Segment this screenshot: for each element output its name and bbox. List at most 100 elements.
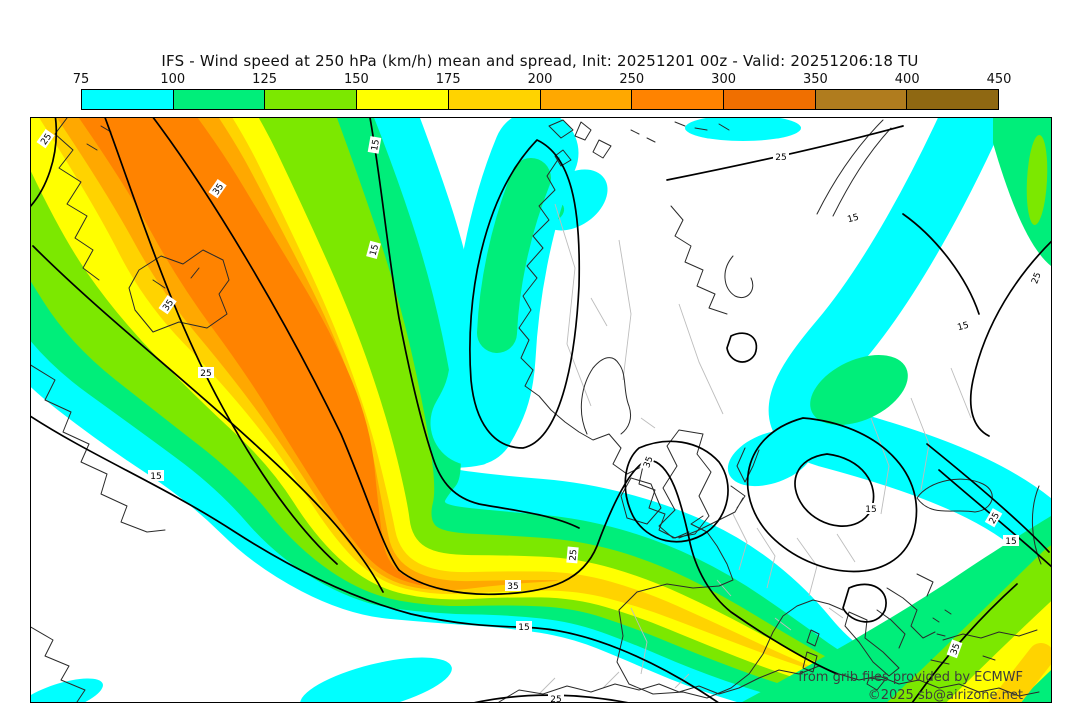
spread-contour-loop	[726, 332, 758, 363]
jet-band-250-300	[78, 118, 424, 586]
contour-label-box	[516, 621, 532, 632]
contour-label-value: 15	[1005, 537, 1016, 547]
page-title: IFS - Wind speed at 250 hPa (km/h) mean …	[161, 52, 919, 70]
green-core-norway	[477, 158, 551, 353]
colorbar-segment	[265, 90, 358, 109]
contour-label-box	[843, 210, 863, 225]
spread-contour-label: 25	[198, 367, 214, 379]
colorbar-segment	[448, 90, 541, 109]
france-iberia-coast	[616, 515, 844, 699]
colorbar-tick: 75	[72, 72, 90, 87]
jet-band-se-175-200	[988, 643, 1051, 702]
colorbar-segment	[815, 90, 908, 109]
spread-contour-label: 35	[946, 639, 963, 659]
spread-contour-loop	[794, 453, 875, 527]
spread-contour-25	[31, 118, 58, 207]
spread-contour-15-loop	[469, 139, 581, 449]
contour-label-value: 35	[642, 455, 655, 469]
spread-contour-15	[902, 213, 980, 315]
spread-contour-label: 25	[984, 508, 1003, 528]
contour-label-box	[36, 129, 55, 149]
contour-label-value: 15	[846, 213, 860, 226]
colorbar-tick: 100	[160, 72, 186, 87]
spread-contour-15	[369, 118, 580, 529]
contour-label-value: 25	[988, 511, 1002, 526]
spread-contour-loop-uk	[624, 440, 729, 543]
contour-label-value: 25	[775, 153, 786, 163]
colorbar-bar	[81, 89, 999, 110]
contour-label-box	[1003, 535, 1019, 546]
contour-label-box	[148, 470, 164, 481]
contour-label-box	[946, 639, 963, 659]
balkans-greece-coast	[876, 573, 996, 665]
spread-contour-label: 35	[505, 580, 521, 592]
colorbar-tick: 200	[527, 72, 553, 87]
spread-contour-label: 25	[548, 693, 564, 702]
spread-contour-label: 15	[516, 621, 532, 633]
cyan-patch-arctic	[685, 118, 801, 141]
colorbar-segment	[907, 90, 999, 109]
colorbar-tick: 350	[802, 72, 828, 87]
cyan-band-northeast-europe	[768, 118, 1051, 557]
contour-label-value: 25	[200, 369, 211, 379]
spread-contour-label: 15	[1003, 535, 1019, 547]
spread-contour-label: 35	[639, 452, 656, 472]
contour-label-value: 15	[369, 243, 382, 257]
arctic-islands-coast	[674, 119, 892, 217]
spread-contour-label: 25	[1027, 268, 1044, 288]
colorbar-tick: 250	[619, 72, 645, 87]
colorbar-tick: 175	[435, 72, 461, 87]
colorbar-tick: 125	[252, 72, 278, 87]
contour-label-box	[566, 546, 579, 564]
contour-label-value: 15	[518, 623, 529, 633]
labrador-coast	[31, 364, 166, 533]
contour-label-value: 15	[150, 472, 161, 482]
colorbar-segment	[357, 90, 449, 109]
spread-contour-label: 25	[566, 546, 580, 564]
spread-contour-label: 15	[367, 136, 382, 154]
spread-contour-15	[938, 469, 1051, 568]
spread-contour-25	[969, 240, 1051, 437]
contour-label-box	[548, 693, 564, 702]
colorbar: 75 100 125 150 175 200 250 300 350 400 450	[73, 72, 1012, 110]
chartreuse-core-top-right	[1026, 135, 1048, 225]
spread-contour-15	[31, 415, 719, 702]
contour-label-box	[208, 179, 227, 199]
spread-contour-15-loop	[746, 417, 918, 573]
colorbar-segment	[723, 90, 816, 109]
green-core-baltic-states	[810, 355, 908, 425]
colorbar-segment	[540, 90, 633, 109]
jet-band-se-125-150	[887, 545, 1051, 702]
colorbar-segment	[82, 90, 174, 109]
blacksea-turkey-coast	[916, 478, 1042, 641]
colorbar-ticks: 75 100 125 150 175 200 250 300 350 400 450	[73, 72, 1012, 87]
svalbard-islands	[548, 119, 656, 167]
colorbar-segment	[173, 90, 266, 109]
contour-label-box	[984, 508, 1003, 528]
spread-contour-label: 15	[148, 470, 164, 482]
country-border	[538, 203, 972, 695]
contour-label-value: 25	[569, 549, 580, 561]
contour-label-box	[863, 503, 879, 514]
contour-label-box	[1027, 268, 1044, 288]
contour-label-value: 15	[865, 505, 876, 515]
cyan-patch-mediterranean	[300, 657, 452, 702]
colorbar-segment	[632, 90, 724, 109]
spread-contour-35	[104, 118, 338, 565]
iceland-coast	[128, 249, 230, 333]
colorbar-tick: 450	[986, 72, 1012, 87]
contour-label-value: 15	[370, 139, 382, 152]
spread-contour-label: 15	[863, 503, 879, 515]
spread-contour-loop	[842, 583, 887, 623]
jet-band-se-150-175	[946, 601, 1051, 702]
spread-contour-label: 15	[843, 210, 863, 226]
contour-label-box	[505, 580, 521, 591]
contour-label-box	[367, 136, 382, 154]
contour-label-value: 35	[949, 642, 962, 656]
contour-label-box	[366, 240, 381, 260]
spread-contour-25	[32, 245, 384, 593]
contour-label-box	[639, 452, 656, 472]
spread-contour-label: 15	[366, 240, 382, 260]
contour-label-value: 35	[507, 582, 518, 592]
